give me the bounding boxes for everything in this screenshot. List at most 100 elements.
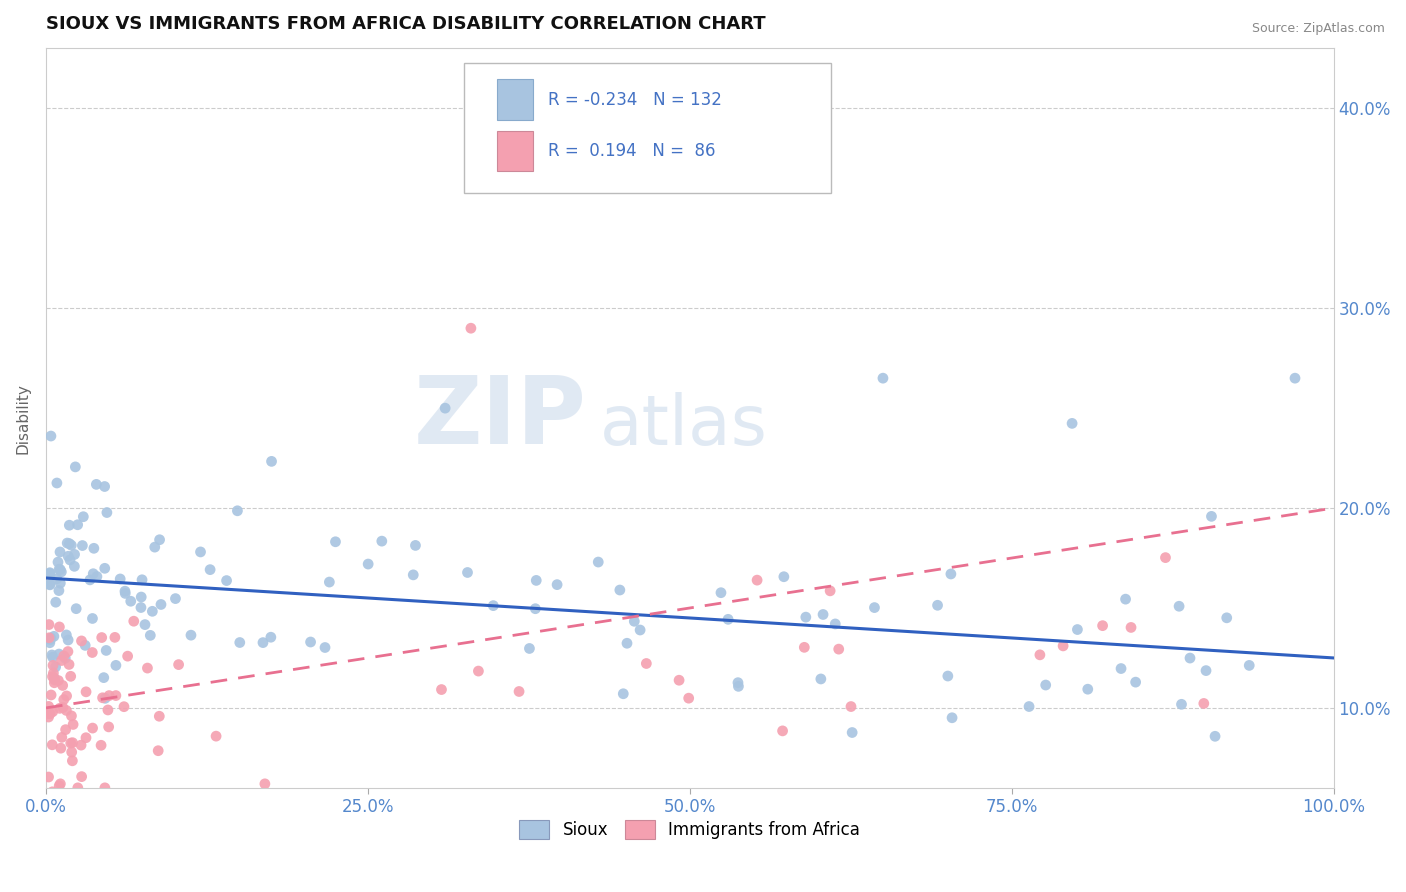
Immigrants from Africa [1091, 618, 1114, 632]
Sioux [38, 578, 60, 592]
Sioux [51, 565, 73, 579]
Immigrants from Africa [793, 640, 815, 655]
Sioux [1170, 698, 1192, 712]
Sioux [1168, 599, 1191, 614]
Immigrants from Africa [49, 777, 72, 791]
Sioux [402, 567, 425, 582]
Immigrants from Africa [42, 658, 65, 673]
Immigrants from Africa [70, 634, 93, 648]
Sioux [434, 401, 457, 416]
Immigrants from Africa [75, 685, 97, 699]
Immigrants from Africa [828, 642, 851, 657]
Immigrants from Africa [48, 620, 70, 634]
Sioux [139, 628, 162, 642]
Sioux [39, 429, 62, 443]
Sioux [226, 504, 249, 518]
Sioux [252, 635, 274, 649]
Sioux [48, 647, 70, 661]
Sioux [48, 562, 70, 576]
Immigrants from Africa [55, 703, 77, 717]
Sioux [727, 675, 749, 690]
Sioux [314, 640, 336, 655]
Immigrants from Africa [167, 657, 190, 672]
Sioux [94, 561, 117, 575]
Sioux [727, 679, 749, 693]
Sioux [39, 632, 62, 647]
Sioux [55, 628, 77, 642]
Sioux [927, 599, 949, 613]
Sioux [863, 600, 886, 615]
Sioux [325, 534, 347, 549]
Sioux [148, 533, 170, 547]
Immigrants from Africa [1192, 697, 1215, 711]
Sioux [811, 607, 834, 622]
Sioux [524, 601, 547, 615]
Immigrants from Africa [56, 644, 79, 658]
Sioux [65, 459, 87, 474]
Sioux [773, 570, 796, 584]
Sioux [1077, 682, 1099, 697]
Sioux [66, 517, 89, 532]
Immigrants from Africa [253, 777, 276, 791]
Sioux [180, 628, 202, 642]
Sioux [49, 563, 72, 577]
Sioux [82, 566, 104, 581]
Immigrants from Africa [39, 688, 62, 702]
Sioux [1178, 651, 1201, 665]
Immigrants from Africa [117, 649, 139, 664]
Sioux [482, 599, 505, 613]
Sioux [114, 584, 136, 599]
Sioux [457, 566, 479, 580]
Sioux [1215, 611, 1237, 625]
Immigrants from Africa [104, 631, 127, 645]
Sioux [1018, 699, 1040, 714]
Sioux [63, 559, 86, 574]
Immigrants from Africa [42, 705, 65, 719]
Immigrants from Africa [41, 738, 63, 752]
Immigrants from Africa [38, 710, 60, 724]
Immigrants from Africa [48, 673, 70, 688]
Immigrants from Africa [104, 689, 127, 703]
Text: R =  0.194   N =  86: R = 0.194 N = 86 [548, 142, 716, 161]
Immigrants from Africa [98, 689, 121, 703]
Immigrants from Africa [70, 738, 93, 752]
Sioux [83, 541, 105, 556]
Sioux [114, 586, 136, 600]
Sioux [1115, 592, 1137, 607]
Sioux [49, 545, 72, 559]
Sioux [38, 577, 60, 591]
Bar [496, 79, 533, 120]
Sioux [129, 590, 152, 604]
Immigrants from Africa [94, 780, 117, 795]
Immigrants from Africa [58, 657, 80, 672]
Immigrants from Africa [60, 709, 83, 723]
Sioux [150, 598, 173, 612]
Immigrants from Africa [41, 785, 63, 799]
Immigrants from Africa [55, 723, 77, 737]
Sioux [1109, 661, 1132, 675]
Immigrants from Africa [38, 706, 60, 721]
Immigrants from Africa [60, 790, 83, 805]
Immigrants from Africa [38, 617, 60, 632]
Immigrants from Africa [82, 721, 104, 735]
Sioux [143, 540, 166, 554]
Sioux [524, 574, 547, 588]
Sioux [371, 534, 394, 549]
Immigrants from Africa [44, 673, 66, 687]
Immigrants from Africa [42, 666, 65, 681]
Immigrants from Africa [59, 736, 82, 750]
Sioux [824, 616, 846, 631]
Sioux [120, 594, 142, 608]
Sioux [939, 566, 962, 581]
Sioux [710, 585, 733, 599]
Sioux [717, 612, 740, 626]
Immigrants from Africa [460, 321, 482, 335]
Sioux [58, 536, 80, 550]
Immigrants from Africa [60, 754, 83, 768]
Sioux [190, 545, 212, 559]
Sioux [134, 617, 156, 632]
Immigrants from Africa [112, 699, 135, 714]
Immigrants from Africa [136, 661, 159, 675]
Sioux [38, 566, 60, 581]
Text: ZIP: ZIP [413, 372, 586, 464]
